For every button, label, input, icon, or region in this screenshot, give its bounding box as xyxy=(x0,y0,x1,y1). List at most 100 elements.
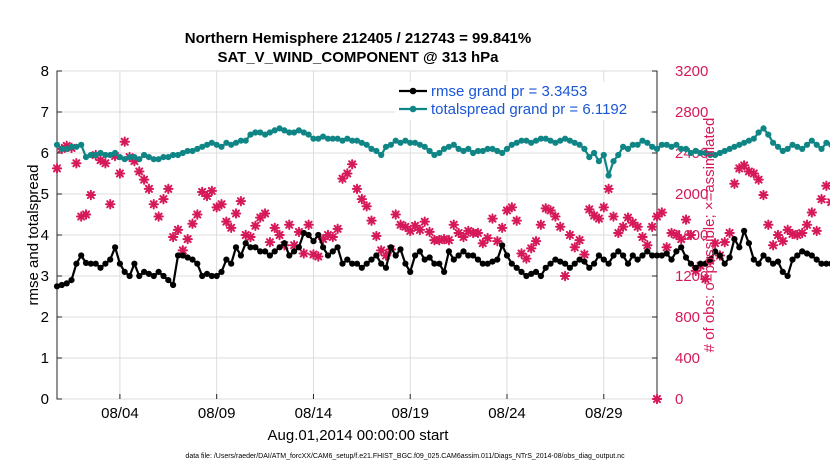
totalspread-point xyxy=(808,137,815,144)
rmse-point xyxy=(789,256,796,263)
totalspread-point xyxy=(87,151,94,159)
totalspread-point xyxy=(436,149,443,157)
totalspread-point xyxy=(407,139,414,146)
totalspread-point xyxy=(363,141,370,148)
totalspread-point xyxy=(324,135,332,142)
obs-point-stroke xyxy=(72,159,81,168)
totalspread-point xyxy=(716,149,724,157)
rmse-point xyxy=(460,248,467,255)
rmse-point xyxy=(465,252,472,259)
obs-point-stroke xyxy=(556,222,565,231)
totalspread-point xyxy=(242,137,249,144)
rmse-point xyxy=(199,272,206,280)
obs-point-stroke xyxy=(367,216,376,225)
totalspread-point xyxy=(721,147,728,155)
totalspread-point xyxy=(823,139,830,146)
obs-point-stroke xyxy=(285,220,294,229)
rmse-point xyxy=(382,264,390,271)
obs-point-stroke xyxy=(802,220,812,229)
rmse-point xyxy=(808,252,815,259)
obs-point xyxy=(371,230,382,242)
totalspread-point xyxy=(131,154,138,161)
totalspread-point xyxy=(416,141,423,148)
obs-point xyxy=(225,222,237,234)
obs-point xyxy=(613,227,624,239)
totalspread-point xyxy=(639,137,646,144)
rmse-point xyxy=(339,260,346,267)
obs-point-stroke xyxy=(454,228,463,237)
totalspread-point xyxy=(765,131,772,138)
totalspread-point xyxy=(615,151,622,159)
rmse-point xyxy=(73,260,80,267)
obs-point xyxy=(724,227,735,239)
obs-point-stroke xyxy=(275,230,284,240)
obs-point-stroke xyxy=(672,230,681,240)
rmse-point xyxy=(470,252,477,259)
rmse-point xyxy=(291,248,298,255)
totalspread-point xyxy=(102,151,109,159)
rmse-point xyxy=(112,244,119,251)
rmse-point xyxy=(368,256,375,263)
rmse-point xyxy=(97,264,104,271)
y-tick-label-right: 2000 xyxy=(675,186,708,203)
totalspread-point xyxy=(373,147,380,155)
x-tick-label: 08/24 xyxy=(488,405,526,422)
rmse-point xyxy=(649,252,656,259)
totalspread-point xyxy=(745,137,753,144)
rmse-point xyxy=(174,252,182,259)
obs-point-stroke xyxy=(183,235,192,244)
chart-title-line2: SAT_V_WIND_COMPONENT @ 313 hPa xyxy=(217,49,499,66)
totalspread-point xyxy=(339,137,346,144)
totalspread-point xyxy=(620,143,627,150)
rmse-point xyxy=(532,268,540,275)
y-tick-label-left: 4 xyxy=(41,227,49,244)
obs-point xyxy=(569,242,580,253)
obs-point xyxy=(748,168,759,179)
rmse-point xyxy=(644,248,651,255)
obs-point xyxy=(700,273,711,285)
rmse-point xyxy=(741,227,748,234)
totalspread-point xyxy=(315,135,322,142)
totalspread-point xyxy=(528,139,535,146)
totalspread-point xyxy=(358,139,365,146)
rmse-point xyxy=(663,250,670,257)
obs-point xyxy=(71,158,82,169)
obs-point xyxy=(825,198,830,207)
rmse-point xyxy=(823,260,830,267)
obs-point-stroke xyxy=(701,275,710,284)
rmse-point xyxy=(416,248,423,255)
totalspread-point xyxy=(305,131,312,138)
obs-point xyxy=(114,168,126,179)
obs-point-stroke xyxy=(686,230,695,240)
obs-point xyxy=(593,213,605,224)
obs-point xyxy=(332,223,343,235)
rmse-point xyxy=(513,264,520,271)
totalspread-point xyxy=(247,131,254,138)
obs-point-stroke xyxy=(144,184,153,193)
totalspread-point xyxy=(271,127,278,134)
rmse-point xyxy=(755,260,762,267)
obs-point xyxy=(138,174,150,185)
obs-point-stroke xyxy=(740,161,749,170)
totalspread-point xyxy=(576,141,583,148)
obs-point xyxy=(632,221,643,232)
totalspread-point xyxy=(571,139,578,146)
obs-point xyxy=(366,215,377,226)
rmse-point xyxy=(92,260,99,267)
rmse-point xyxy=(179,252,186,259)
obs-point-stroke xyxy=(173,225,182,234)
totalspread-point xyxy=(136,156,143,163)
totalspread-point xyxy=(107,151,114,159)
x-tick-label: 08/14 xyxy=(295,405,333,422)
obs-point xyxy=(313,251,324,262)
obs-point-stroke xyxy=(222,217,231,226)
obs-point xyxy=(821,180,830,191)
obs-point xyxy=(177,245,189,256)
obs-point xyxy=(95,154,106,166)
totalspread-point xyxy=(813,141,820,148)
obs-point xyxy=(811,225,822,237)
rmse-point xyxy=(736,244,743,251)
obs-point-stroke xyxy=(725,228,734,237)
totalspread-point xyxy=(170,151,177,159)
obs-point-stroke xyxy=(677,235,686,244)
